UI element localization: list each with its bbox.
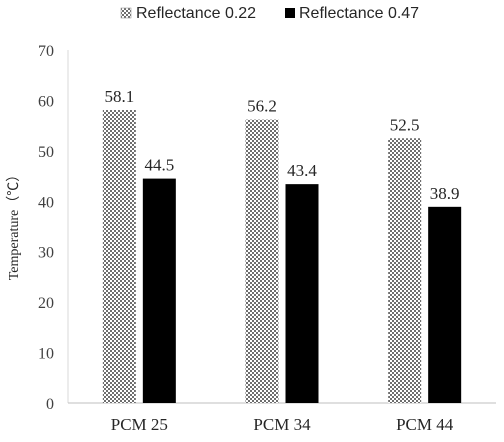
- y-tick-label: 10: [38, 346, 54, 363]
- legend-item-series-0: Reflectance 0.22: [120, 5, 256, 22]
- bars: [102, 110, 462, 403]
- data-label: 56.2: [247, 97, 277, 116]
- y-tick-label: 20: [38, 295, 54, 312]
- legend-swatch-series-0: [120, 7, 132, 19]
- bar-series-1-pcm-44: [428, 206, 462, 403]
- bar-series-0-pcm-34: [245, 119, 279, 403]
- y-tick-label: 40: [38, 194, 54, 211]
- y-tick-label: 50: [38, 144, 54, 161]
- y-axis-ticks: 0 10 20 30 40 50 60 70: [38, 43, 54, 413]
- category-labels: PCM 25 PCM 34 PCM 44: [111, 415, 454, 434]
- data-label: 38.9: [430, 184, 460, 203]
- x-category-label: PCM 25: [111, 415, 168, 434]
- data-label: 52.5: [390, 115, 420, 134]
- bar-series-1-pcm-34: [285, 184, 319, 403]
- x-category-label: PCM 34: [253, 415, 311, 434]
- bar-series-1-pcm-25: [142, 178, 176, 403]
- x-category-label: PCM 44: [396, 415, 454, 434]
- data-label: 58.1: [104, 87, 134, 106]
- legend: Reflectance 0.22 Reflectance 0.47: [120, 5, 419, 22]
- legend-swatch-series-1: [285, 8, 295, 18]
- y-tick-label: 0: [46, 396, 54, 413]
- y-tick-label: 60: [38, 93, 54, 110]
- y-tick-label: 70: [38, 43, 54, 60]
- y-tick-label: 30: [38, 245, 54, 262]
- legend-item-series-1: Reflectance 0.47: [285, 5, 419, 22]
- y-axis-title: Temperature（℃）: [6, 168, 22, 281]
- data-label: 44.5: [144, 156, 174, 175]
- legend-label-series-1: Reflectance 0.47: [299, 5, 419, 22]
- data-labels: 58.1 44.5 56.2 43.4 52.5 38.9: [104, 87, 459, 203]
- bar-series-0-pcm-25: [102, 110, 136, 403]
- legend-label-series-0: Reflectance 0.22: [136, 5, 256, 22]
- data-label: 43.4: [287, 161, 317, 180]
- bar-series-0-pcm-44: [388, 138, 422, 403]
